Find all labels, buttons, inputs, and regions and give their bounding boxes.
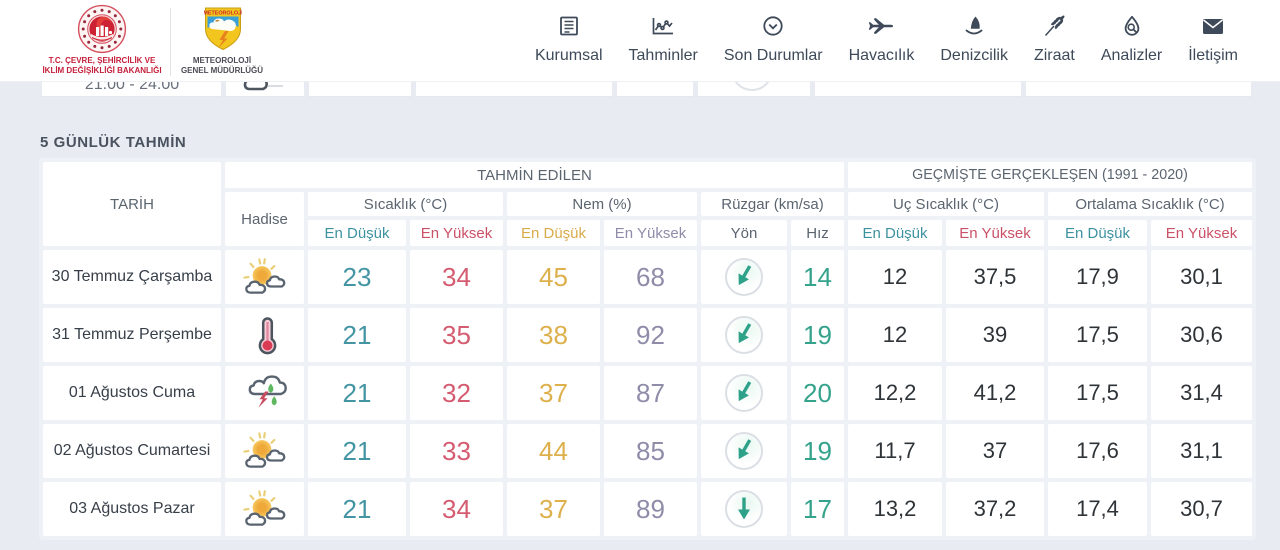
svg-text:METEOROLOJİ: METEOROLOJİ <box>204 10 242 17</box>
